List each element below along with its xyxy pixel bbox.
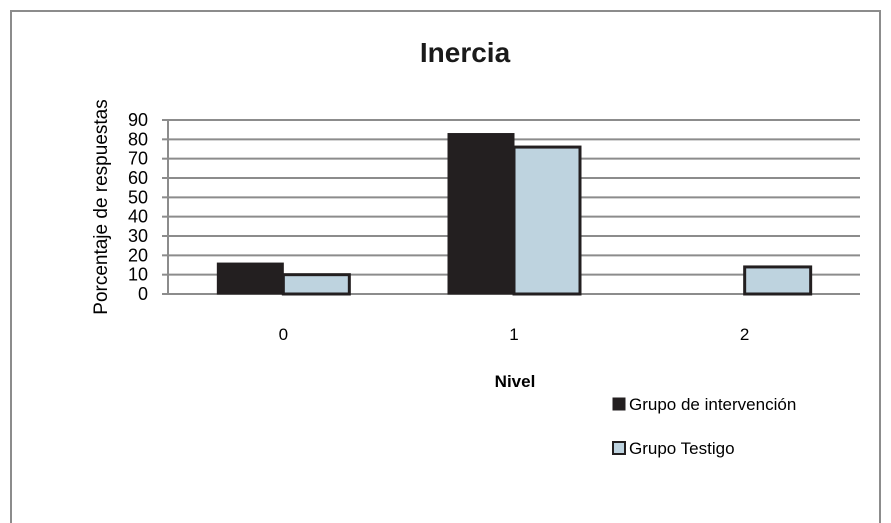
x-tick-label: 2: [740, 325, 749, 344]
legend-label-grupo-de-intervencion: Grupo de intervención: [629, 395, 796, 414]
chart-frame: [10, 10, 881, 523]
legend-swatch-grupo-testigo: [612, 441, 626, 455]
y-tick-label: 60: [128, 168, 148, 188]
y-tick-label: 10: [128, 265, 148, 285]
y-tick-label: 0: [138, 284, 148, 304]
y-tick-label: 40: [128, 207, 148, 227]
y-tick-label: 90: [128, 110, 148, 130]
chart-title: Inercia: [420, 37, 511, 68]
bar-testigo-2: [743, 265, 813, 296]
x-axis-label: Nivel: [495, 372, 536, 391]
bar-testigo-1: [512, 145, 582, 296]
bar-testigo-0: [281, 273, 351, 296]
legend: Grupo de intervención Grupo Testigo: [612, 395, 796, 458]
x-tick-label: 1: [509, 325, 518, 344]
y-tick-label: 80: [128, 129, 148, 149]
bar-intervencion-0: [216, 262, 284, 295]
bar-intervencion-1: [447, 133, 515, 295]
legend-label-grupo-testigo: Grupo Testigo: [629, 439, 735, 458]
y-tick-label: 70: [128, 149, 148, 169]
bars: [216, 133, 813, 296]
x-tick-label: 0: [279, 325, 288, 344]
y-axis-label: Porcentaje de respuestas: [91, 99, 112, 314]
y-tick-label: 30: [128, 226, 148, 246]
x-tick-labels: 0 1 2: [279, 325, 750, 344]
y-tick-label: 50: [128, 187, 148, 207]
y-tick-label: 20: [128, 245, 148, 265]
legend-swatch-grupo-de-intervencion: [612, 397, 626, 411]
